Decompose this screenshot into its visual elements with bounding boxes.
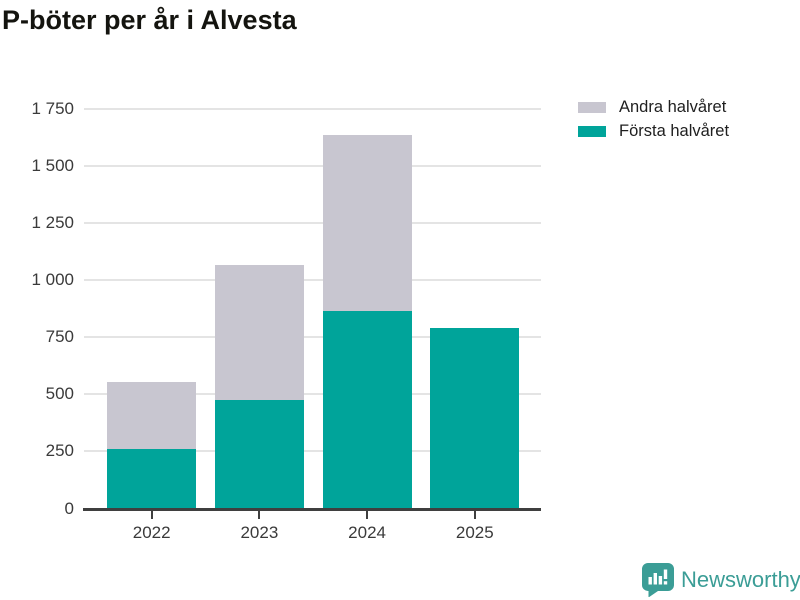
bar-segment-2024 xyxy=(322,310,412,508)
y-axis-tick-label: 1 500 xyxy=(31,156,74,176)
y-gridline xyxy=(84,107,541,110)
chart-legend: Andra halvåret Första halvåret xyxy=(578,95,729,143)
bar-segment-2024 xyxy=(322,134,412,311)
bar-segment-2023 xyxy=(214,264,304,400)
legend-item: Första halvåret xyxy=(578,119,729,143)
x-axis-tick-label: 2023 xyxy=(240,523,279,542)
y-axis-tick-label: 1 000 xyxy=(31,270,74,290)
x-axis-line xyxy=(83,508,541,511)
legend-item: Andra halvåret xyxy=(578,95,729,119)
x-axis-tick-mark xyxy=(366,511,369,519)
x-axis-tick-mark xyxy=(150,511,153,519)
y-gridline xyxy=(84,221,541,224)
x-axis-tick-label: 2024 xyxy=(348,523,386,542)
y-axis-tick-label: 1 750 xyxy=(31,99,74,118)
newsworthy-branding: Newsworthy xyxy=(641,562,800,597)
y-gridline xyxy=(84,164,541,167)
bar-segment-2022 xyxy=(107,448,197,508)
y-axis-tick-label: 750 xyxy=(45,327,74,347)
chart-title: P-böter per år i Alvesta xyxy=(2,5,297,35)
x-axis-tick-label: 2022 xyxy=(132,523,171,542)
y-gridline xyxy=(84,392,541,395)
bar-segment-2023 xyxy=(214,399,304,508)
y-gridline xyxy=(84,449,541,452)
y-gridline xyxy=(84,278,541,281)
brand-name: Newsworthy xyxy=(681,566,800,592)
legend-swatch xyxy=(578,125,606,137)
x-axis-tick-mark xyxy=(473,511,476,519)
y-axis-tick-label: 0 xyxy=(64,498,74,518)
y-axis-tick-label: 1 250 xyxy=(31,213,74,233)
bar-segment-2022 xyxy=(107,382,197,449)
x-axis-tick-mark xyxy=(258,511,261,519)
newsworthy-speech-bubble-chart-icon xyxy=(641,563,674,597)
legend-swatch xyxy=(578,101,606,113)
y-gridline xyxy=(84,335,541,338)
y-axis-tick-label: 500 xyxy=(45,384,74,404)
bar-segment-2025 xyxy=(430,327,520,508)
x-axis-tick-label: 2025 xyxy=(455,523,494,542)
legend-label: Andra halvåret xyxy=(619,97,727,116)
legend-label: Första halvåret xyxy=(619,121,730,140)
y-axis-tick-label: 250 xyxy=(45,441,74,461)
